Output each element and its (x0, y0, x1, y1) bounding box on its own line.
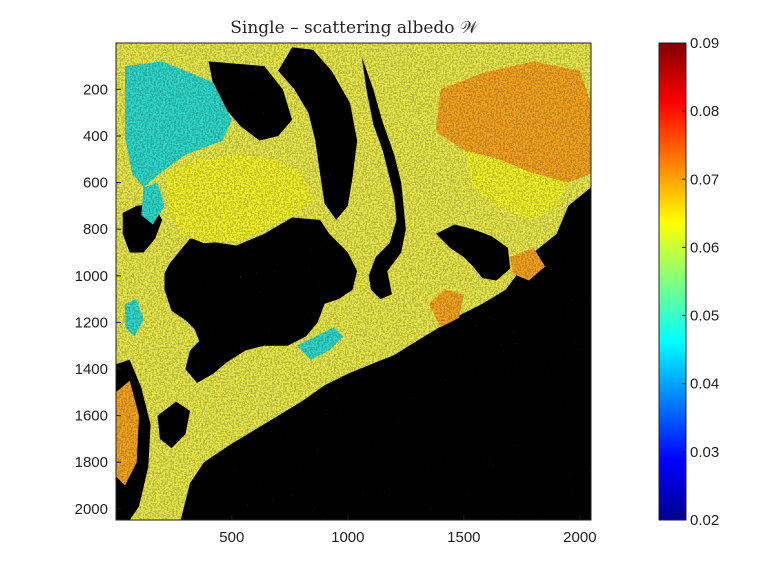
x-axis: 500 1000 1500 2000 (219, 515, 597, 546)
x-tick-label: 1500 (447, 529, 480, 546)
y-tick-label: 1800 (75, 454, 108, 471)
heatmap-speckle-texture (116, 43, 591, 520)
y-tick-label: 1200 (75, 314, 108, 331)
chart-title: Single – scattering albedo 𝒲 (230, 18, 480, 38)
y-tick-label: 2000 (75, 501, 108, 518)
y-tick-label: 1000 (75, 268, 108, 285)
y-tick-label: 1400 (75, 361, 108, 378)
colorbar-tick-label: 0.06 (690, 239, 719, 256)
x-tick-label: 1000 (331, 529, 364, 546)
colorbar-ticks: 0.02 0.03 0.04 0.05 0.06 0.07 0.08 0.09 (682, 35, 719, 529)
colorbar: 0.02 0.03 0.04 0.05 0.06 0.07 0.08 0.09 (658, 35, 719, 529)
y-tick-label: 1600 (75, 408, 108, 425)
colorbar-tick-label: 0.04 (690, 376, 719, 393)
x-tick-label: 500 (219, 529, 244, 546)
y-tick-label: 400 (83, 128, 108, 145)
colorbar-tick-label: 0.08 (690, 103, 719, 120)
x-tick-label: 2000 (563, 529, 596, 546)
y-tick-label: 800 (83, 221, 108, 238)
colorbar-tick-label: 0.02 (690, 512, 719, 529)
colorbar-tick-label: 0.03 (690, 444, 719, 461)
y-tick-label: 600 (83, 175, 108, 192)
colorbar-gradient (658, 42, 687, 521)
colorbar-tick-label: 0.09 (690, 35, 719, 52)
colorbar-tick-label: 0.07 (690, 171, 719, 188)
colorbar-tick-label: 0.05 (690, 308, 719, 325)
plot-area (115, 42, 592, 521)
y-axis: 200 400 600 800 1000 1200 1400 1600 1800 2000 (75, 81, 121, 518)
y-tick-label: 200 (83, 81, 108, 98)
plot-frame (115, 42, 592, 521)
